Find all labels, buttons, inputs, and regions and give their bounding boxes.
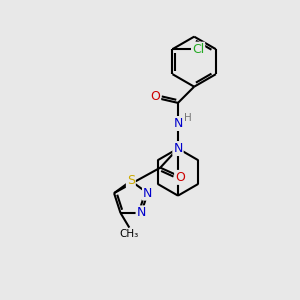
Text: O: O [150, 91, 160, 103]
Text: O: O [175, 171, 185, 184]
Text: N: N [173, 142, 183, 155]
Text: N: N [136, 206, 146, 219]
Text: S: S [127, 174, 135, 188]
Text: N: N [143, 187, 152, 200]
Text: H: H [184, 113, 191, 123]
Text: N: N [173, 117, 183, 130]
Text: Cl: Cl [192, 43, 204, 56]
Text: CH₃: CH₃ [120, 229, 139, 239]
